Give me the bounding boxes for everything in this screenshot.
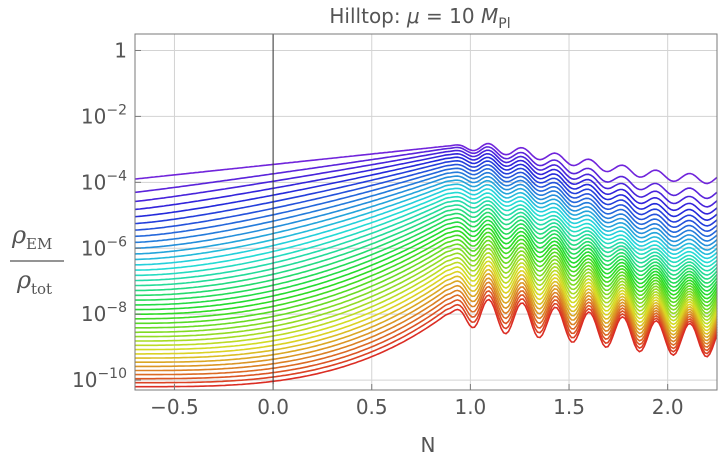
series-line: [134, 152, 718, 215]
series-line: [135, 294, 718, 384]
series-line: [135, 289, 718, 380]
x-tick-label: 1.0: [454, 395, 486, 419]
series-line: [135, 252, 718, 342]
series-line: [134, 156, 718, 222]
svg-text:ρ: ρ: [11, 221, 26, 249]
y-tick-label: 10−10: [72, 366, 127, 392]
y-tick-label: 1: [114, 38, 127, 62]
series-line: [135, 199, 718, 282]
series-line: [135, 215, 718, 301]
series-line: [135, 281, 718, 372]
y-axis-label: ρ EM ρ tot: [10, 221, 64, 298]
x-tick-label: −0.5: [150, 395, 199, 419]
series-line: [134, 175, 718, 249]
y-tick-label: 10−2: [81, 102, 127, 128]
chart-title: Hilltop: μ = 10 MPl: [329, 4, 510, 32]
series-line: [135, 183, 718, 261]
series-line: [135, 298, 718, 388]
series-line: [135, 211, 718, 297]
svg-text:ρ: ρ: [16, 266, 31, 294]
y-tick-label: 10−4: [81, 168, 127, 194]
series-line: [135, 187, 718, 266]
series-line: [135, 219, 718, 306]
series-line: [135, 227, 718, 315]
series-line: [135, 235, 718, 325]
series-line: [135, 203, 718, 287]
x-tick-labels: −0.5 0.0 0.5 1.0 1.5 2.0: [150, 384, 684, 419]
series-line: [134, 149, 718, 208]
plot-frame: [134, 33, 718, 391]
series-line: [134, 159, 718, 227]
series-line: [135, 260, 718, 351]
x-tick-label: 0.5: [356, 395, 388, 419]
series-line: [134, 179, 718, 255]
series-line: [134, 142, 718, 185]
series-line: [134, 146, 718, 200]
series-line: [135, 247, 718, 338]
y-tick-labels: 1 10−2 10−4 10−6 10−8 10−10: [72, 38, 141, 392]
series-line: [135, 285, 718, 376]
series-line: [135, 272, 718, 363]
series-line: [135, 171, 718, 244]
x-tick-label: 0.0: [257, 395, 289, 419]
series-line: [135, 243, 718, 334]
x-axis-label: N: [421, 433, 436, 457]
y-tick-label: 10−8: [81, 300, 127, 326]
series-line: [135, 268, 718, 359]
svg-text:EM: EM: [26, 235, 52, 253]
series-line: [135, 195, 718, 277]
series-line: [135, 191, 718, 271]
series-lines: [134, 142, 718, 388]
series-line: [135, 231, 718, 320]
series-line: [135, 223, 718, 311]
series-line: [135, 256, 718, 347]
series-line: [135, 277, 718, 368]
x-tick-label: 2.0: [652, 395, 684, 419]
series-line: [134, 167, 718, 238]
x-tick-label: 1.5: [553, 395, 585, 419]
svg-text:tot: tot: [31, 280, 52, 298]
series-line: [135, 207, 718, 292]
series-line: [135, 239, 718, 329]
series-line: [134, 163, 718, 233]
y-tick-label: 10−6: [81, 234, 127, 260]
series-line: [135, 264, 718, 355]
